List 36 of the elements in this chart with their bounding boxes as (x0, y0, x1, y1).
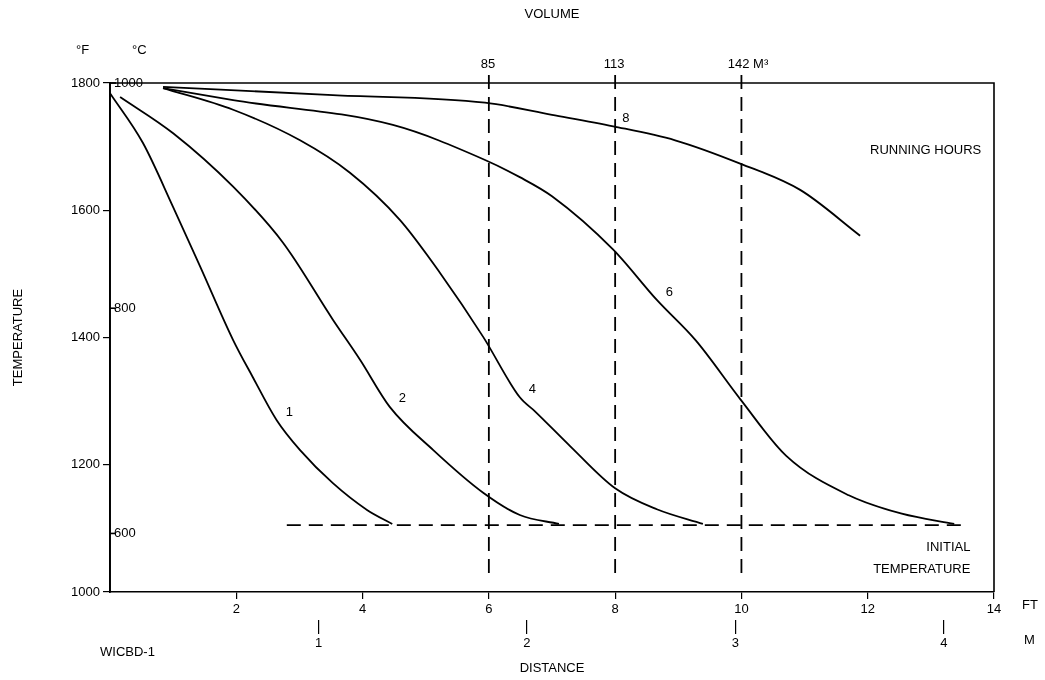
series-label: 2 (398, 390, 406, 406)
x2-tick-label: 3 (731, 635, 740, 651)
y-tick-label: 1800 (71, 74, 100, 90)
x-tick-label: 14 (986, 601, 1002, 617)
text: °F (76, 41, 90, 57)
x-axis-title: DISTANCE (519, 659, 585, 675)
x-tick-label: 2 (232, 601, 240, 617)
series-label: 8 (622, 109, 630, 125)
y2-tick-label: 800 (114, 299, 136, 315)
y-tick-label: 1000 (71, 583, 100, 599)
text: 113 (603, 55, 625, 71)
x-tick-label: 6 (485, 601, 493, 617)
text: WICBD-1 (100, 643, 155, 659)
text: 85 (480, 55, 496, 71)
x-tick-label: 4 (358, 601, 367, 617)
x-tick-label: 10 (734, 601, 749, 617)
y-axis-title: TEMPERATURE (9, 288, 25, 387)
text: 142 M³ (727, 55, 769, 71)
x2-tick-label: 1 (314, 635, 323, 651)
text: M (1024, 631, 1035, 647)
series-label: 1 (285, 403, 293, 419)
y-tick-label: 1600 (71, 201, 100, 217)
text: VOLUME (524, 5, 580, 21)
y-tick-label: 1400 (71, 329, 100, 345)
series-label: 6 (665, 283, 674, 299)
y2-tick-label: 600 (114, 525, 136, 541)
series-label: 4 (528, 380, 537, 396)
x2-tick-label: 2 (523, 635, 531, 651)
series-label: INITIAL TEMPERATURE (873, 538, 971, 576)
x2-tick-label: 4 (940, 635, 948, 651)
text: FT (1022, 596, 1038, 612)
text: °C (132, 41, 147, 57)
annotation: RUNNING HOURS (870, 141, 982, 157)
x-tick-label: 12 (860, 601, 875, 617)
y-tick-label: 1200 (71, 456, 100, 472)
x-tick-label: 8 (611, 601, 619, 617)
